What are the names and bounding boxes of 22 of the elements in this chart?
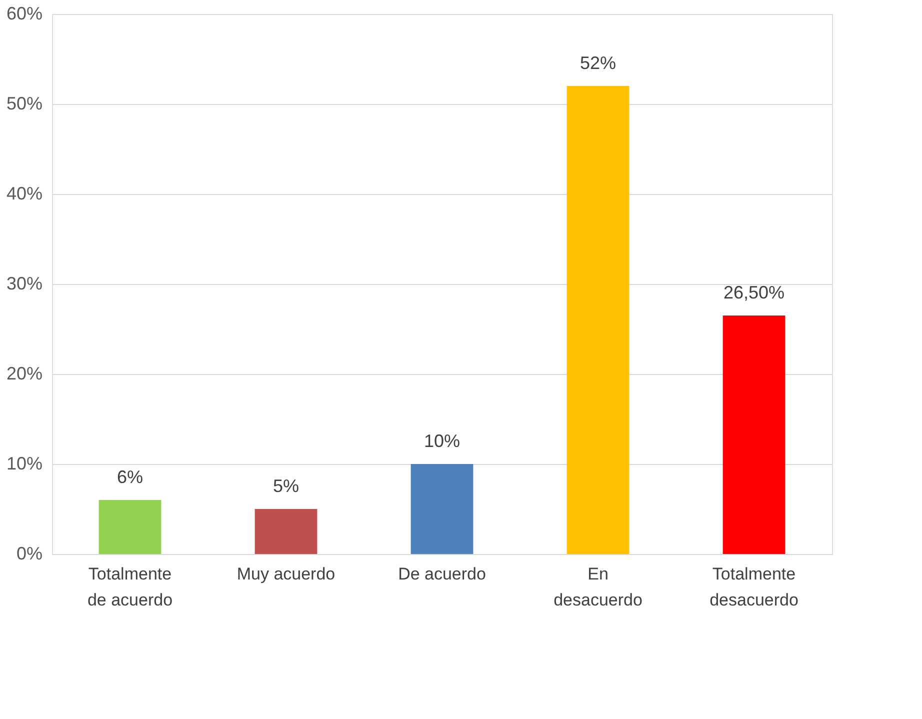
x-tick-label: Totalmente de acuerdo [87,564,173,610]
y-tick-label: 60% [6,4,42,24]
bar [566,86,630,554]
data-label: 10% [424,431,460,451]
x-tick-label: De acuerdo [398,564,486,584]
y-tick-label: 30% [6,274,42,294]
y-tick-label: 50% [6,94,42,114]
x-tick-label: Totalmente desacuerdo [710,564,798,610]
y-tick-label: 40% [6,184,42,204]
data-label: 26,50% [723,282,785,302]
bar [410,464,474,554]
bar [98,500,162,554]
data-label: 5% [272,476,300,496]
bar [254,509,318,554]
x-tick-label: En desacuerdo [554,564,642,610]
y-tick-label: 20% [6,364,42,384]
bar [722,316,786,554]
y-tick-label: 0% [16,544,42,564]
data-label: 6% [116,467,144,487]
data-label: 52% [580,53,616,73]
y-tick-label: 10% [6,454,42,474]
x-tick-label: Muy acuerdo [236,564,336,584]
